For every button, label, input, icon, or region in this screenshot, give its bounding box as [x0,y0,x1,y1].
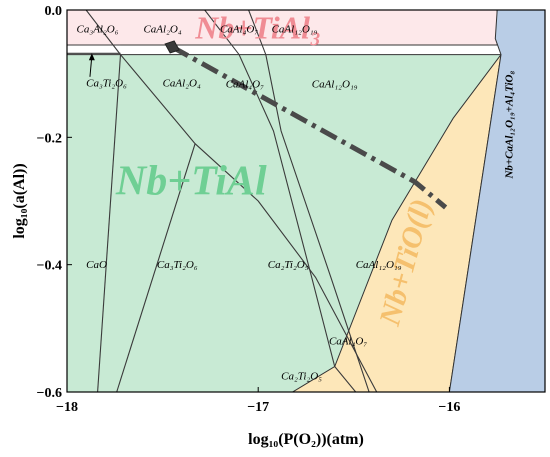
region-label-12: CaAl₄O₇ [329,335,367,347]
x-tick-label-2: −16 [438,400,460,415]
y-tick-label-3: −0.6 [37,386,62,401]
region-label-9: Ca₃Ti₂O₆ [157,259,198,271]
boundary-line-0 [85,10,378,392]
boundary-line-2 [116,143,196,392]
path-marker [164,40,180,54]
boundary-line-1 [97,54,122,392]
y-tick-label-1: −0.2 [37,131,62,146]
region-label-10: Ca₂Ti₂O₅ [268,259,309,271]
boundary-line-4 [248,10,370,392]
axis-ticks: −18 −17 −16 0.0 −0.2 −0.4 −0.6 [37,4,461,415]
y-axis-label: log₁₀(a(Al)) [11,163,28,238]
y-tick-label-2: −0.4 [37,259,62,274]
region-label-4: Ca₃Ti₂O₆ [86,77,127,89]
region-label-8: CaO [86,259,107,271]
y-tick-label-0: 0.0 [45,4,63,19]
region-labels: Ca₃Al₂O₆ CaAl₂O₄ CaAl₄O₇ CaAl₁₂O₁₉ Ca₃Ti₂O₆ C… [77,23,402,382]
phase-region-3 [448,10,545,392]
region-label-3: CaAl₁₂O₁₉ [272,23,318,35]
region-label-11: CaAl₁₂O₁₉ [356,259,402,271]
region-label-7: CaAl₁₂O₁₉ [312,79,358,91]
x-tick-label-0: −18 [56,400,78,415]
callout-arrowhead [88,53,95,61]
plot-frame [66,9,546,393]
phase-label-3: Nb+CaAl₁₂O₁₉+Al₄TiO₈ [503,71,515,180]
region-label-13: Ca₂Ti₂O₅ [281,370,322,382]
region-label-5: CaAl₂O₄ [163,77,201,89]
phase-label-1: Nb+TiAl [115,159,267,205]
region-label-0: Ca₃Al₂O₆ [77,23,119,35]
region-label-6: CaAl₄O₇ [226,79,264,91]
phase-label-0: Nb+TiAl₃ [194,10,321,46]
region-label-2: CaAl₄O₇ [220,23,258,35]
region-label-1: CaAl₂O₄ [143,23,181,35]
reaction-path [88,40,448,210]
phase-boundaries [67,10,378,392]
boundary-line-3 [204,10,357,392]
dashed-path [170,44,448,210]
x-tick-label-1: −17 [247,400,269,415]
x-axis-label: log₁₀(P(O₂))(atm) [248,431,364,448]
